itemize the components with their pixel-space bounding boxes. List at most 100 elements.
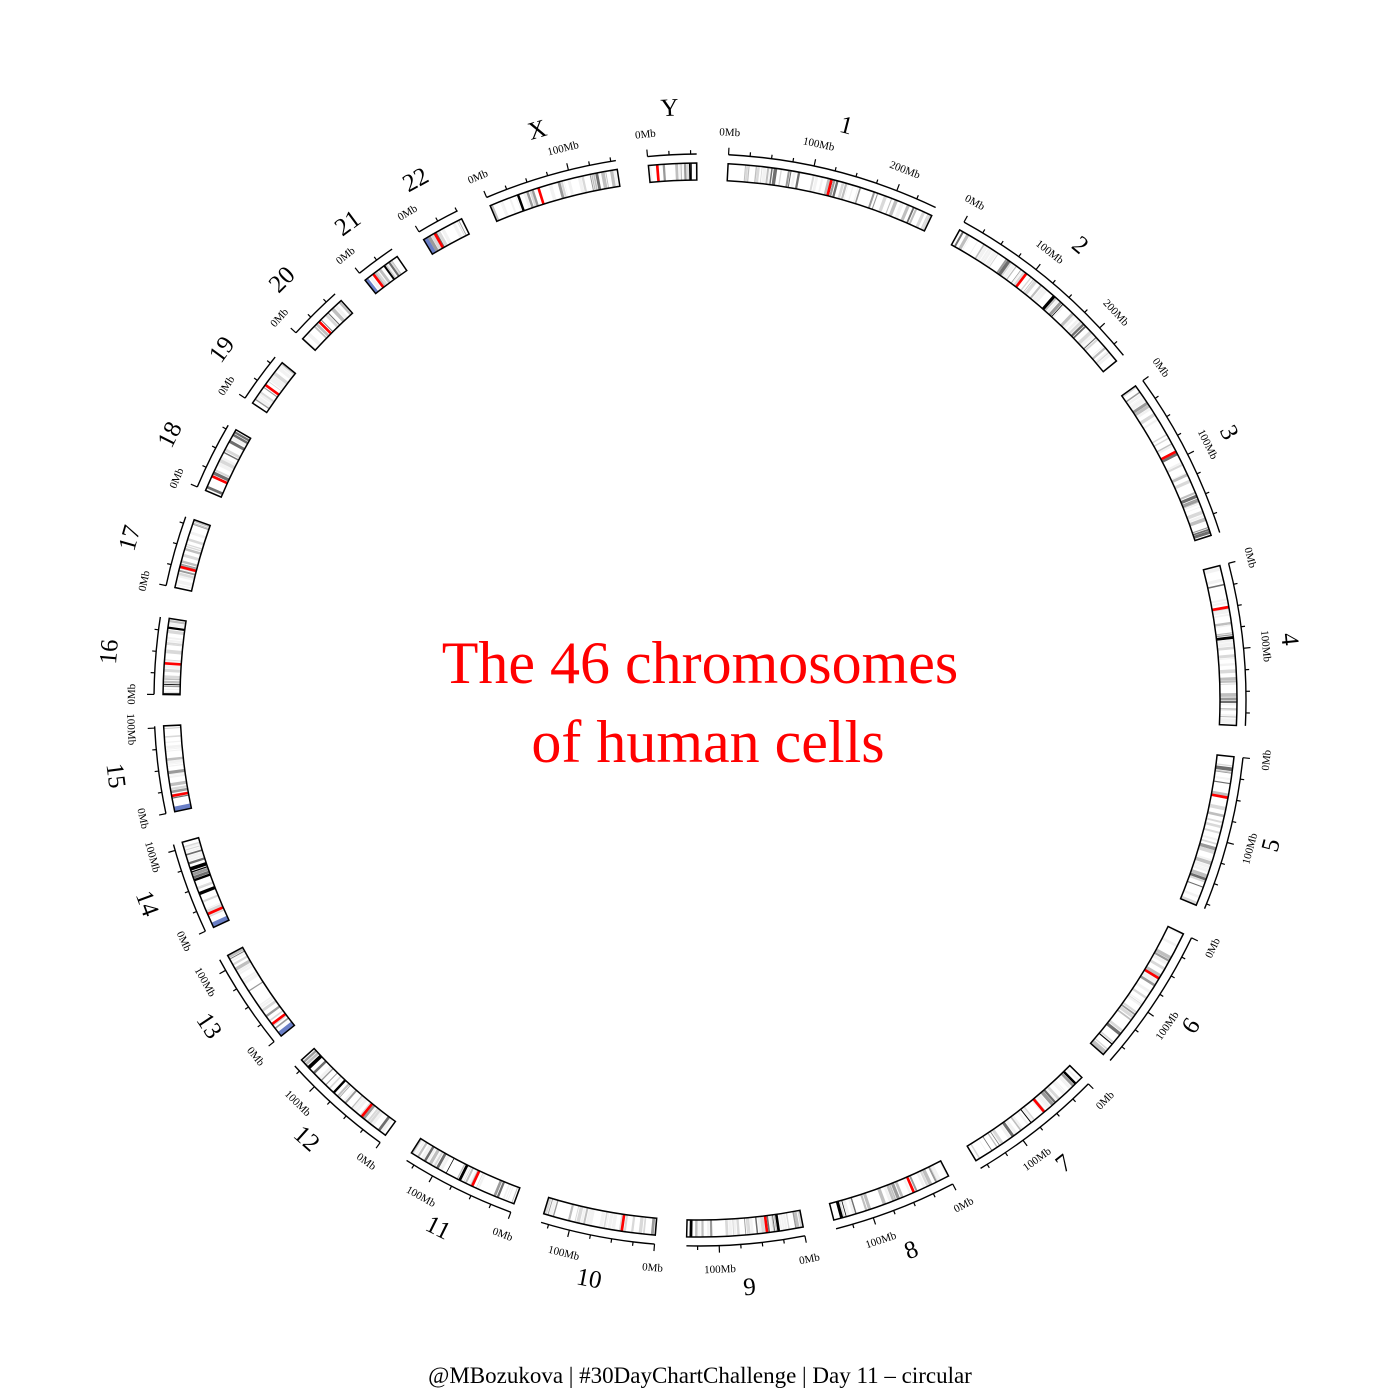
chr-1-band (759, 166, 763, 184)
chr-22-centromere (433, 232, 445, 249)
chr-y-band (690, 163, 692, 181)
chr-7-outline (966, 1064, 1083, 1162)
chr-1-band (837, 182, 845, 200)
chr-10-tick (653, 1244, 656, 1252)
chr-5-band (1193, 863, 1210, 871)
chr-8-band (890, 1182, 901, 1200)
chr-16-band (163, 668, 181, 673)
chr-3-band (1179, 491, 1196, 501)
chr-6-band (1161, 937, 1178, 948)
chr-12-band (377, 1115, 391, 1132)
chr-19-tick-label: 0Mb (216, 374, 238, 398)
chr-2-band (1011, 269, 1023, 285)
chr-4-band (1219, 721, 1237, 725)
chr-13-tick (219, 969, 226, 975)
chr-16-label: 16 (95, 638, 124, 665)
chr-9-band (743, 1218, 747, 1236)
chr-1-band (767, 167, 772, 185)
chr-16-band (164, 660, 182, 664)
chr-1-band (921, 214, 932, 231)
chr-5-band (1187, 880, 1204, 888)
chr-9-band (757, 1216, 762, 1234)
chr-7-band (1036, 1096, 1048, 1110)
chr-8-band (928, 1166, 938, 1183)
chr-2-band (1077, 330, 1093, 345)
chr-22-band (456, 220, 466, 237)
chr-6-band (1108, 1019, 1124, 1033)
chr-16-band (163, 678, 181, 681)
chr-14-tick (198, 930, 206, 935)
chr-7-band (1005, 1119, 1018, 1135)
chr-1-tick (875, 179, 879, 184)
chr-2-centromere (1015, 272, 1028, 288)
chr-1-band (908, 208, 918, 225)
chr-6-outline (1089, 925, 1185, 1056)
chr-4-band (1219, 677, 1237, 681)
chr-8-band (862, 1192, 872, 1210)
chr-14-band (201, 894, 219, 903)
chr-14-band (183, 843, 201, 850)
chr-14-centromere (206, 906, 224, 916)
chr-15-band (171, 794, 189, 799)
chr-19-label: 19 (204, 332, 241, 368)
chr-15-label: 15 (100, 762, 130, 790)
chr-17-band (180, 563, 198, 569)
chr-14-band (186, 851, 204, 859)
chr-11-band (468, 1169, 478, 1186)
chr-17-tick (159, 583, 167, 587)
chr-7-tick (1056, 1112, 1060, 1117)
chr-14-band (185, 847, 202, 854)
chr-3-band (1193, 530, 1211, 539)
chr-14-band (205, 903, 223, 914)
chr-1-band (769, 167, 773, 185)
chr-8-band (888, 1183, 897, 1201)
chr-17-outline (174, 518, 212, 592)
chr-18-tick-label: 0Mb (167, 466, 186, 490)
chr-x-band (499, 201, 507, 218)
chr-5-band (1183, 889, 1200, 899)
chr-8-outline (828, 1159, 950, 1221)
chr-1-label: 1 (837, 111, 856, 140)
chr-6-band (1141, 971, 1159, 983)
chr-10-tick (546, 1224, 550, 1229)
chr-2-tick (963, 215, 968, 223)
chr-1-band (915, 211, 926, 228)
chr-11-band (428, 1148, 441, 1166)
chr-9-outline (685, 1209, 805, 1238)
chr-x-band (609, 170, 616, 188)
chr-13-band (237, 964, 254, 976)
chr-13-band (272, 1014, 288, 1027)
chr-20-tick (307, 313, 312, 318)
chr-3-band (1132, 401, 1149, 414)
chr-18-axis (196, 424, 229, 488)
chr-14-band (185, 849, 203, 856)
chr-22-band (458, 220, 467, 236)
chr-4-band (1219, 709, 1237, 711)
chr-18-centromere (211, 474, 228, 485)
chr-1-band (829, 179, 836, 197)
chr-13-tick (232, 988, 237, 992)
chr-9-band (709, 1219, 713, 1237)
chr-x-label: X (525, 115, 550, 146)
chr-11-band (426, 1147, 437, 1163)
chr-5-band (1206, 817, 1224, 824)
chr-2-tick-label: 100Mb (1033, 238, 1066, 267)
chr-2-band (1062, 315, 1077, 330)
chr-9-band (785, 1212, 790, 1230)
chr-20-band (324, 313, 339, 328)
chr-22-outline (422, 217, 471, 256)
chr-3-tick (1196, 471, 1201, 475)
chr-2-band (974, 243, 985, 260)
chr-17-band (185, 543, 203, 550)
chr-4-band (1214, 624, 1232, 629)
chr-4-band (1219, 700, 1237, 704)
chr-2-band (1046, 299, 1060, 314)
chr-6-tick (1191, 937, 1199, 942)
chr-7-band (1060, 1072, 1075, 1087)
chr-12-band (359, 1102, 372, 1116)
chr-1-band (747, 165, 750, 183)
chr-11-band (496, 1181, 506, 1198)
chr-x-tick (609, 157, 612, 162)
chr-3-axis (1142, 380, 1221, 533)
chr-14-band (191, 867, 209, 876)
